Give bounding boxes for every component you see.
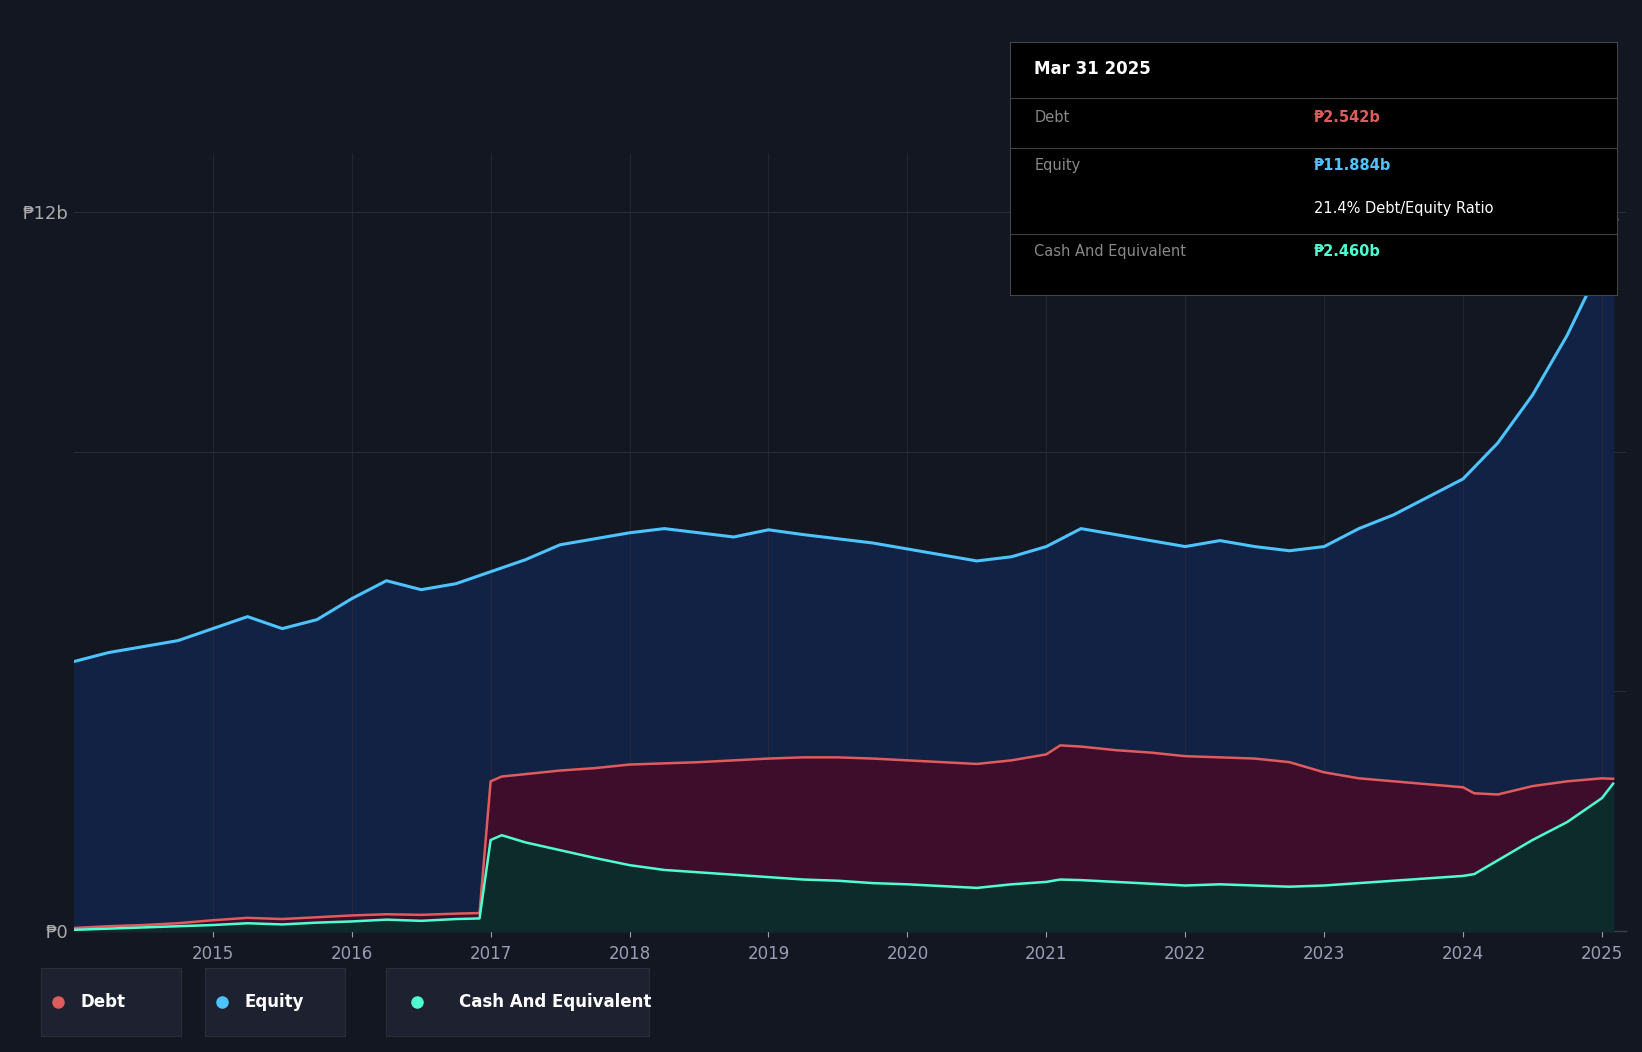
Text: ₱2.542b: ₱2.542b xyxy=(1314,110,1381,125)
Text: 21.4% Debt/Equity Ratio: 21.4% Debt/Equity Ratio xyxy=(1314,201,1493,216)
Text: Cash And Equivalent: Cash And Equivalent xyxy=(460,993,652,1011)
Text: Debt: Debt xyxy=(1034,110,1069,125)
Text: Equity: Equity xyxy=(245,993,304,1011)
Text: Equity: Equity xyxy=(1034,158,1080,174)
Text: Debt: Debt xyxy=(80,993,125,1011)
Text: Mar 31 2025: Mar 31 2025 xyxy=(1034,60,1151,78)
Text: Cash And Equivalent: Cash And Equivalent xyxy=(1034,244,1186,259)
Text: ₱11.884b: ₱11.884b xyxy=(1314,158,1391,174)
Text: ₱2.460b: ₱2.460b xyxy=(1314,244,1381,259)
